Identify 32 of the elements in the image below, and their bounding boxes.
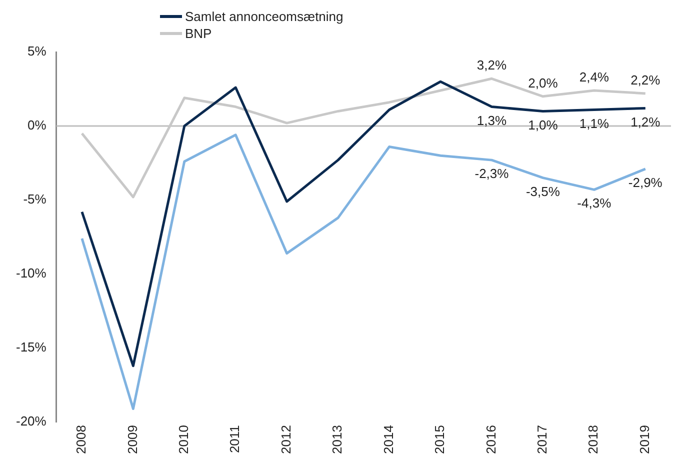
x-tick-label: 2016	[483, 425, 498, 454]
x-tick-label: 2011	[227, 425, 242, 454]
x-tick-label: 2010	[176, 425, 191, 454]
data-label: -3,5%	[526, 184, 560, 199]
data-label: -2,3%	[474, 166, 510, 182]
x-tick-label: 2019	[636, 425, 652, 454]
x-tick-label: 2012	[278, 425, 294, 454]
x-tick-label: 2008	[74, 425, 89, 454]
y-tick-label: -10%	[16, 266, 47, 281]
data-label: 1,0%	[528, 117, 558, 132]
data-label: 1,2%	[630, 114, 661, 130]
y-tick-label: -20%	[16, 414, 47, 429]
x-tick-label: 2018	[586, 425, 601, 454]
y-tick-label: -15%	[16, 340, 47, 355]
data-label: 1,1%	[579, 116, 610, 131]
data-label: 2,0%	[528, 75, 558, 90]
x-tick-label: 2009	[124, 425, 140, 454]
legend-label: BNP	[185, 26, 212, 41]
x-tick-label: 2013	[330, 425, 345, 454]
y-tick-label: 5%	[28, 44, 47, 59]
data-label: 1,3%	[476, 112, 507, 128]
data-label: -2,9%	[628, 175, 663, 190]
data-label: -4,3%	[577, 196, 612, 211]
x-tick-label: 2017	[534, 425, 550, 454]
y-tick-label: -5%	[23, 192, 47, 207]
legend-label: Samlet annonceomsætning	[185, 9, 344, 24]
data-label: 2,4%	[579, 70, 610, 85]
y-tick-label: 0%	[28, 118, 47, 133]
data-label: 2,2%	[630, 72, 661, 88]
x-tick-label: 2015	[432, 425, 448, 454]
x-tick-label: 2014	[380, 425, 396, 454]
data-label: 3,2%	[476, 58, 507, 73]
